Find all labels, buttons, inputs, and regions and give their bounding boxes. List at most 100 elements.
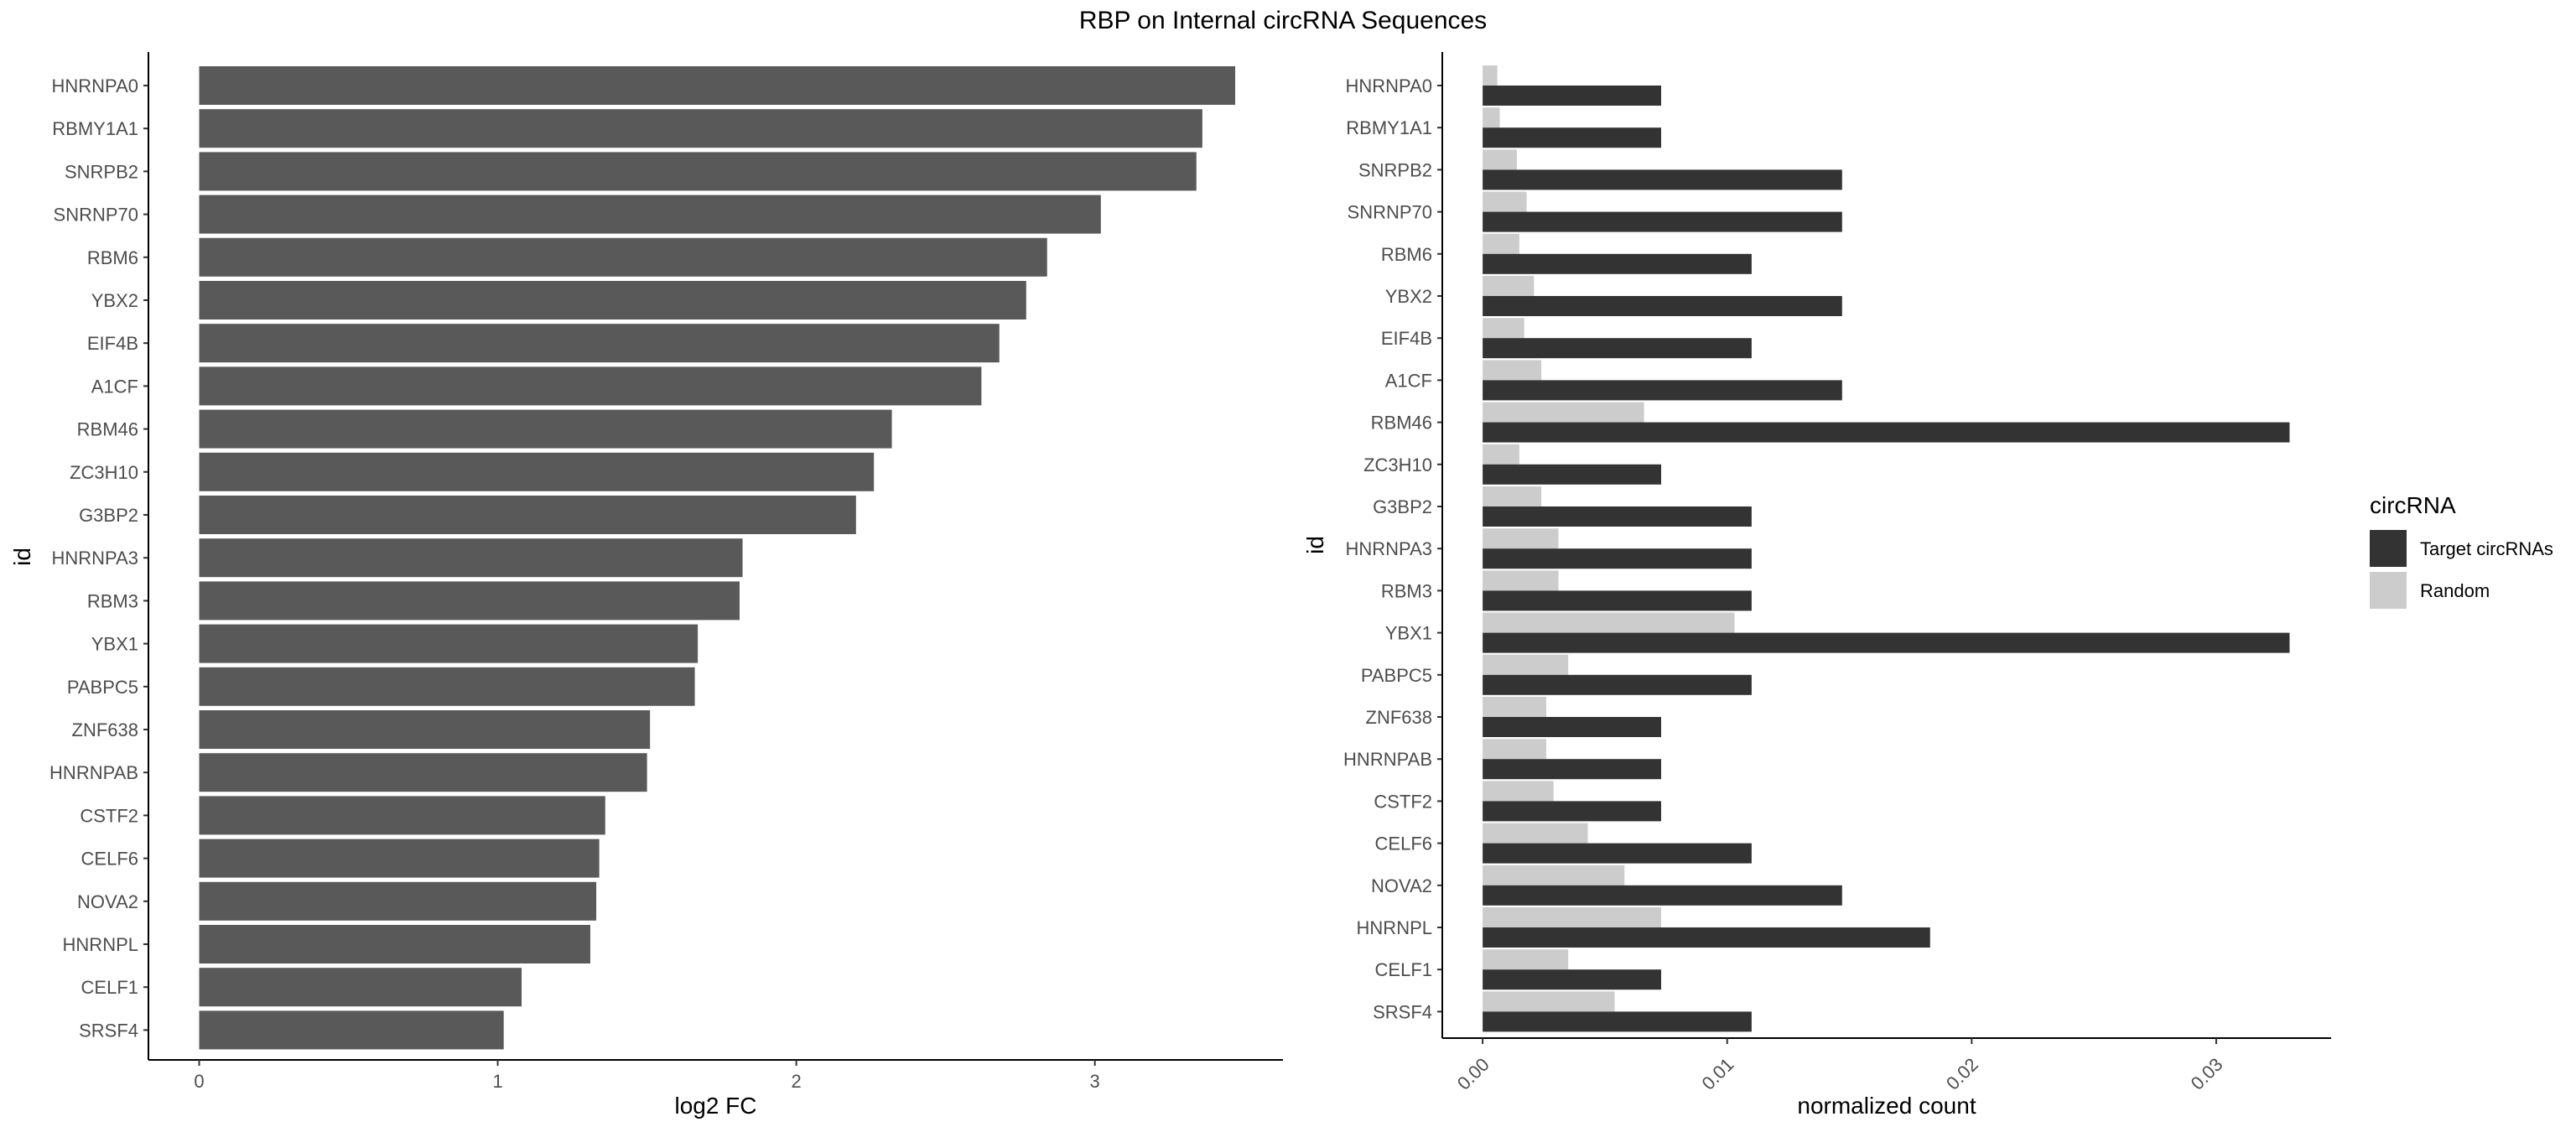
bar-target-hnrnpa3 [1483, 548, 1752, 569]
ytick-label-ybx1: YBX1 [1385, 623, 1432, 644]
bar-random-celf1 [1483, 949, 1569, 970]
bar-random-hnrnpa0 [1483, 65, 1498, 86]
bar-hnrnpa3 [199, 538, 743, 578]
bar-target-celf1 [1483, 969, 1661, 990]
ytick-label-eif4b: EIF4B [1381, 328, 1432, 349]
bar-random-hnrnpl [1483, 907, 1661, 927]
ytick-label-nova2: NOVA2 [77, 891, 138, 912]
ytick-label-pabpc5: PABPC5 [67, 677, 138, 698]
ytick-label-celf1: CELF1 [1375, 959, 1432, 980]
xtick-label: 0.00 [1453, 1054, 1493, 1094]
y-axis-title: id [9, 548, 35, 566]
ytick-label-hnrnpab: HNRNPAB [49, 762, 138, 783]
legend-label-0: Target circRNAs [2420, 538, 2553, 559]
bar-target-eif4b [1483, 338, 1752, 359]
bar-random-g3bp2 [1483, 486, 1542, 506]
ytick-label-celf6: CELF6 [1375, 834, 1432, 854]
x-axis-title: normalized count [1797, 1093, 1976, 1119]
bar-ybx1 [199, 624, 699, 663]
bar-target-pabpc5 [1483, 674, 1752, 695]
bar-celf6 [199, 839, 600, 878]
bar-random-znf638 [1483, 697, 1546, 717]
ytick-label-hnrnpa3: HNRNPA3 [1345, 538, 1432, 559]
ytick-label-eif4b: EIF4B [87, 333, 138, 354]
bar-rbm6 [199, 237, 1047, 277]
ytick-label-zc3h10: ZC3H10 [1363, 454, 1432, 475]
bar-target-hnrnpl [1483, 927, 1930, 948]
ytick-label-rbm46: RBM46 [77, 419, 138, 440]
bar-rbmy1a1 [199, 109, 1202, 148]
ytick-label-ybx2: YBX2 [91, 290, 138, 311]
bar-target-a1cf [1483, 380, 1842, 401]
bar-snrpb2 [199, 152, 1197, 191]
bar-random-snrpb2 [1483, 149, 1517, 170]
ytick-label-cstf2: CSTF2 [80, 805, 138, 826]
bar-random-zc3h10 [1483, 444, 1519, 465]
bar-target-zc3h10 [1483, 464, 1661, 485]
legend-title: circRNA [2370, 492, 2456, 518]
bar-a1cf [199, 366, 982, 406]
bar-random-nova2 [1483, 865, 1625, 886]
bar-snrnp70 [199, 195, 1101, 234]
ytick-label-snrpb2: SNRPB2 [65, 161, 138, 182]
legend-label-1: Random [2420, 580, 2490, 601]
xtick-label: 0.01 [1697, 1054, 1737, 1094]
bar-random-celf6 [1483, 823, 1588, 844]
bar-g3bp2 [199, 496, 856, 534]
bar-target-rbm6 [1483, 253, 1752, 274]
ytick-label-pabpc5: PABPC5 [1361, 665, 1432, 686]
bar-target-snrnp70 [1483, 211, 1842, 232]
bar-target-ybx2 [1483, 296, 1842, 316]
bar-hnrnpl [199, 925, 590, 963]
xtick-label: 0 [194, 1071, 204, 1092]
bar-target-rbmy1a1 [1483, 127, 1661, 148]
bar-hnrnpa0 [199, 66, 1236, 105]
ytick-label-g3bp2: G3BP2 [1373, 496, 1432, 517]
ytick-label-hnrnpa0: HNRNPA0 [51, 75, 138, 96]
y-axis-title: id [1302, 536, 1328, 554]
bar-random-pabpc5 [1483, 654, 1569, 675]
ytick-label-zc3h10: ZC3H10 [70, 462, 138, 483]
bar-random-hnrnpab [1483, 739, 1546, 760]
ytick-label-rbm3: RBM3 [87, 590, 138, 611]
bar-random-hnrnpa3 [1483, 528, 1559, 549]
bar-target-rbm3 [1483, 590, 1752, 611]
ytick-label-znf638: ZNF638 [72, 719, 138, 740]
ytick-label-znf638: ZNF638 [1366, 707, 1432, 728]
bar-target-hnrnpa0 [1483, 86, 1661, 106]
bar-random-rbm6 [1483, 233, 1519, 254]
bar-target-znf638 [1483, 717, 1661, 737]
bar-random-cstf2 [1483, 781, 1554, 802]
xtick-label: 0.02 [1942, 1054, 1982, 1094]
bar-ybx2 [199, 281, 1026, 319]
bar-target-g3bp2 [1483, 506, 1752, 527]
bar-cstf2 [199, 796, 605, 835]
ytick-label-a1cf: A1CF [1385, 370, 1432, 391]
ytick-label-ybx1: YBX1 [91, 634, 138, 655]
bar-random-rbm46 [1483, 402, 1644, 423]
ytick-label-hnrnpl: HNRNPL [1357, 917, 1432, 938]
bar-random-snrnp70 [1483, 191, 1527, 212]
ytick-label-rbmy1a1: RBMY1A1 [52, 118, 138, 139]
ytick-label-hnrnpab: HNRNPAB [1343, 749, 1432, 770]
bar-srsf4 [199, 1010, 504, 1050]
ytick-label-a1cf: A1CF [91, 376, 138, 397]
right-chart-panel: HNRNPA0 RBMY1A1 SNRPB2 SNRNP70 RBM6 YBX2 EIF4B… [1302, 52, 2331, 1119]
bar-rbm46 [199, 409, 892, 449]
left-chart-panel: HNRNPA0 RBMY1A1 SNRPB2 SNRNP70 RBM6 YBX2 EIF4B… [9, 52, 1283, 1119]
legend-swatch-1 [2370, 572, 2407, 609]
bar-target-cstf2 [1483, 801, 1661, 822]
bar-rbm3 [199, 581, 740, 621]
bar-random-ybx2 [1483, 276, 1535, 296]
ytick-label-hnrnpl: HNRNPL [63, 934, 138, 955]
figure-title: RBP on Internal circRNA Sequences [1079, 7, 1487, 34]
ytick-label-hnrnpa0: HNRNPA0 [1345, 75, 1432, 96]
legend-swatch-0 [2370, 530, 2407, 567]
ytick-label-srsf4: SRSF4 [1373, 1001, 1432, 1022]
ytick-label-rbm46: RBM46 [1371, 413, 1432, 434]
legend: circRNA Target circRNAs Random [2370, 492, 2553, 609]
bar-eif4b [199, 324, 1000, 363]
bar-target-hnrnpab [1483, 759, 1661, 780]
bar-hnrnpab [199, 753, 647, 792]
ytick-label-nova2: NOVA2 [1371, 875, 1432, 896]
